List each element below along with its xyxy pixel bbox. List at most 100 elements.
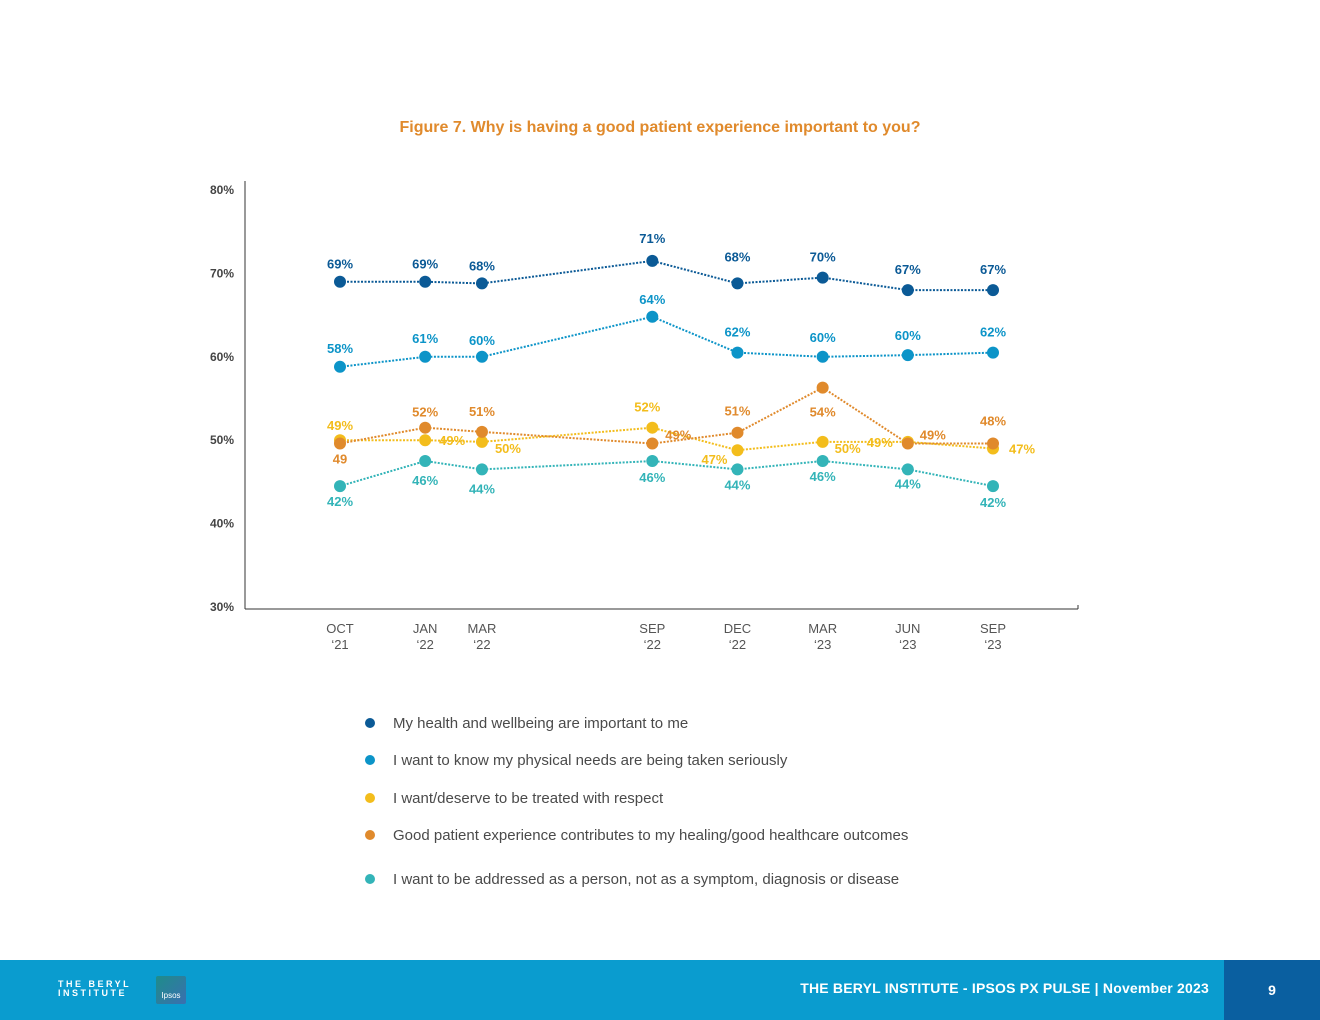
data-label: 46% (412, 473, 438, 488)
legend-item: I want to know my physical needs are bei… (362, 750, 1002, 772)
data-label: 68% (469, 258, 495, 273)
x-tick-year: ‘22 (416, 637, 433, 652)
data-point (987, 480, 999, 493)
data-point (901, 437, 914, 450)
data-point (816, 381, 829, 394)
data-point (646, 437, 659, 450)
series-points (334, 254, 999, 493)
data-label: 62% (724, 325, 750, 340)
ipsos-logo: Ipsos (156, 976, 186, 1004)
data-point (475, 350, 488, 363)
data-point (419, 350, 432, 363)
data-label: 42% (980, 495, 1006, 510)
legend-label: I want/deserve to be treated with respec… (393, 790, 664, 807)
data-label: 52% (634, 400, 660, 415)
y-tick-label: 30% (210, 600, 234, 614)
data-label: 48% (980, 414, 1006, 429)
legend-marker (365, 718, 375, 728)
beryl-logo-line: THE BERYL (58, 979, 132, 989)
data-point (419, 421, 432, 434)
data-label: 54% (810, 405, 836, 420)
x-tick-year: ‘22 (644, 637, 661, 652)
data-label: 70% (810, 250, 836, 265)
data-point (334, 275, 346, 288)
data-label: 69% (327, 257, 353, 272)
x-axis-ticks: OCT‘21JAN‘22MAR‘22SEP‘22DEC‘22MAR‘23JUN‘… (326, 621, 1006, 652)
data-point (646, 455, 659, 468)
data-point (816, 271, 829, 284)
footer-bar: THE BERYL INSTITUTE Ipsos THE BERYL INST… (0, 960, 1320, 1020)
legend-marker (365, 874, 375, 884)
legend-label: My health and wellbeing are important to… (393, 715, 689, 732)
series-line (340, 426, 994, 452)
data-label: 71% (639, 231, 665, 246)
data-label: 58% (327, 341, 353, 356)
data-point (646, 254, 659, 267)
data-point (901, 349, 914, 362)
data-point (475, 463, 488, 476)
y-tick-label: 50% (210, 433, 234, 447)
series-labels: 69% 69% 68% 71% 68% 70% 67% 67% 58% 61% 60% 64% 62% 6… (327, 231, 1035, 510)
data-point (987, 284, 999, 297)
legend-marker (365, 793, 375, 803)
y-tick-label: 80% (210, 183, 234, 197)
data-point (419, 434, 432, 447)
data-point (987, 437, 999, 450)
data-point (731, 444, 744, 457)
data-label: 64% (639, 292, 665, 307)
data-label: 44% (724, 477, 750, 492)
line-chart: 30%40%50%60%70%80% OCT‘21JAN‘22MAR‘22SEP… (210, 181, 1079, 652)
x-tick-year: ‘23 (899, 637, 916, 652)
data-label: 49% (439, 433, 465, 448)
data-point (731, 463, 744, 476)
beryl-institute-logo: THE BERYL INSTITUTE (58, 980, 144, 998)
data-point (816, 435, 829, 448)
data-label: 62% (980, 325, 1006, 340)
legend-marker (365, 830, 375, 840)
data-point (731, 277, 744, 290)
data-label: 47% (1009, 442, 1035, 457)
x-tick-year: ‘23 (814, 637, 831, 652)
data-point (987, 346, 999, 359)
data-label: 51% (724, 404, 750, 419)
series-line (339, 386, 993, 445)
data-point (419, 455, 432, 468)
x-tick-month: DEC (724, 621, 751, 636)
x-tick-year: ‘21 (331, 637, 348, 652)
data-label: 67% (895, 262, 921, 277)
data-label: 46% (810, 469, 836, 484)
legend-label: I want to be addressed as a person, not … (393, 871, 900, 888)
series-line (340, 259, 993, 292)
series-lines (339, 259, 994, 488)
data-label: 50% (835, 441, 861, 456)
legend-label: Good patient experience contributes to m… (393, 827, 909, 844)
y-axis-ticks: 30% 40% 50% 60% 70% 80% (210, 183, 234, 614)
data-point (646, 310, 659, 323)
x-tick-month: OCT (326, 621, 354, 636)
x-tick-month: JAN (413, 621, 438, 636)
data-point (334, 480, 346, 493)
data-label: 67% (980, 262, 1006, 277)
data-point (475, 435, 488, 448)
data-point (731, 426, 744, 439)
x-tick-month: SEP (980, 621, 1006, 636)
page-number: 9 (1224, 960, 1320, 1020)
data-label: 60% (810, 330, 836, 345)
legend-marker (365, 755, 375, 765)
x-tick-year: ‘22 (473, 637, 490, 652)
data-point (475, 425, 488, 438)
x-tick-month: MAR (468, 621, 497, 636)
data-label: 47% (701, 452, 727, 467)
data-point (731, 346, 744, 359)
data-point (334, 360, 346, 373)
data-point (334, 437, 346, 450)
data-label: 46% (639, 470, 665, 485)
data-label: 42% (327, 494, 353, 509)
beryl-logo-line: INSTITUTE (58, 988, 127, 998)
figure-title: Figure 7. Why is having a good patient e… (399, 119, 921, 136)
series-line (339, 315, 994, 368)
footer-text: THE BERYL INSTITUTE - IPSOS PX PULSE | N… (800, 980, 1209, 996)
data-point (901, 284, 914, 297)
data-label: 51% (469, 404, 495, 419)
data-label: 50% (495, 441, 521, 456)
